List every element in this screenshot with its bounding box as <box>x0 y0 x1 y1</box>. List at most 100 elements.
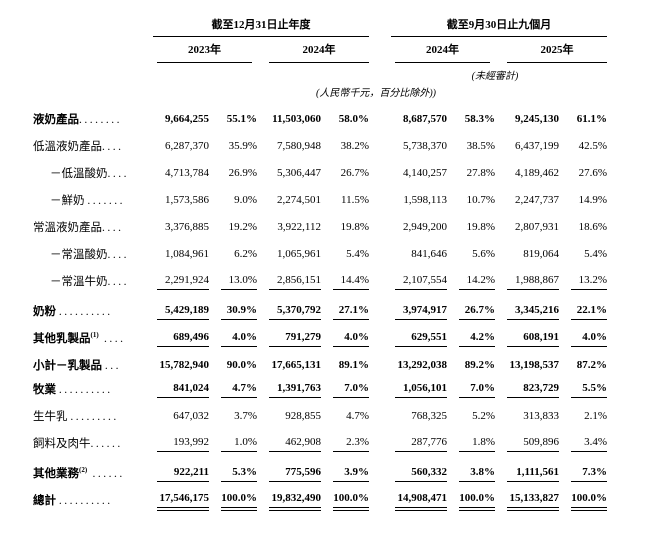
value-cell: 5.2% <box>472 409 495 422</box>
row-label: 生牛乳 ......... <box>33 404 145 431</box>
row-label: 液奶產品........ <box>33 107 145 134</box>
value-cell: 61.1% <box>576 112 607 125</box>
row-label: 奶粉 .......... <box>33 296 145 323</box>
table-row: －常溫酸奶.... 1,084,961 6.2% 1,065,961 5.4% … <box>33 242 607 269</box>
column-gap <box>369 485 383 512</box>
row-label-text: 牧業 <box>33 383 59 396</box>
value-cell: 1,988,867 <box>495 269 559 296</box>
row-dots: ... <box>104 359 121 372</box>
value-cell: 841,024 <box>145 377 209 404</box>
row-dots: ........ <box>79 113 122 126</box>
value-cell: 823,729 <box>495 377 559 404</box>
value-cell: 4.7% <box>346 409 369 422</box>
row-label: 常溫液奶產品.... <box>33 215 145 242</box>
row-label-text: 奶粉 <box>33 305 59 318</box>
value-cell: 819,064 <box>523 247 559 260</box>
value-cell: 5,738,370 <box>403 139 447 152</box>
value-cell: 193,992 <box>145 431 209 458</box>
value-cell: 841,646 <box>411 247 447 260</box>
year-header-2023: 2023年 <box>157 37 252 63</box>
value-cell: 87.2% <box>576 358 607 371</box>
value-cell: 11.5% <box>340 193 369 206</box>
header-spacer <box>33 37 145 63</box>
value-cell: 5,429,189 <box>145 296 209 323</box>
row-label-text: 低溫液奶產品 <box>33 140 102 153</box>
table-body: 液奶產品........ 9,664,255 55.1% 11,503,060 … <box>33 107 607 512</box>
row-dots: .... <box>102 221 124 234</box>
row-label-text: 飼料及肉牛 <box>33 437 91 450</box>
value-cell: 8,687,570 <box>403 112 447 125</box>
table-row: －低溫酸奶.... 4,713,784 26.9% 5,306,447 26.7… <box>33 161 607 188</box>
value-cell: 560,332 <box>383 458 447 485</box>
value-cell: 55.1% <box>226 112 257 125</box>
column-gap <box>369 269 383 296</box>
value-cell: 27.1% <box>321 296 369 323</box>
column-gap <box>369 134 383 161</box>
value-cell: 1,084,961 <box>165 247 209 260</box>
value-cell: 2,949,200 <box>403 220 447 233</box>
value-cell: 928,855 <box>285 409 321 422</box>
value-cell: 15,133,827 <box>495 485 559 512</box>
row-label: －低溫酸奶.... <box>33 161 145 188</box>
value-cell: 17,546,175 <box>145 485 209 512</box>
column-gap <box>369 296 383 323</box>
period-header-annual-cell: 截至12月31日止年度 <box>145 14 369 37</box>
value-cell: 100.0% <box>321 485 369 512</box>
row-label-text: －鮮奶 <box>50 194 88 207</box>
value-cell: 4,140,257 <box>403 166 447 179</box>
row-dots: ...... <box>87 467 125 480</box>
value-cell: 1.0% <box>209 431 257 458</box>
value-cell: 5.3% <box>209 458 257 485</box>
unaudited-label: (未經審計) <box>471 71 519 82</box>
row-label-text: 常溫液奶產品 <box>33 221 102 234</box>
value-cell: 58.0% <box>338 112 369 125</box>
value-cell: 647,032 <box>173 409 209 422</box>
value-cell: 922,211 <box>145 458 209 485</box>
row-label: －鮮奶 ....... <box>33 188 145 215</box>
value-cell: 89.1% <box>338 358 369 371</box>
value-cell: 2,247,737 <box>515 193 559 206</box>
value-cell: 3.9% <box>321 458 369 485</box>
period-header-annual: 截至12月31日止年度 <box>153 20 369 37</box>
value-cell: 90.0% <box>226 358 257 371</box>
value-cell: 15,782,940 <box>159 358 210 371</box>
table-row: 液奶產品........ 9,664,255 55.1% 11,503,060 … <box>33 107 607 134</box>
row-label-text: 其他業務 <box>33 467 79 480</box>
table-row: 總計 .......... 17,546,175 100.0% 19,832,4… <box>33 485 607 512</box>
value-cell: 1,056,101 <box>383 377 447 404</box>
value-cell: 17,665,131 <box>271 358 322 371</box>
row-label-text: 小計－乳製品 <box>33 359 105 372</box>
year-2023-cell: 2023年 <box>145 37 257 63</box>
value-cell: 19,832,490 <box>257 485 321 512</box>
footnote-marker: (2) <box>79 465 88 474</box>
table-row: 小計－乳製品 ... 15,782,940 90.0% 17,665,131 8… <box>33 350 607 377</box>
column-gap <box>369 431 383 458</box>
table-row: 低溫液奶產品.... 6,287,370 35.9% 7,580,948 38.… <box>33 134 607 161</box>
column-gap <box>369 14 383 37</box>
value-cell: 4.7% <box>209 377 257 404</box>
table-row: 奶粉 .......... 5,429,189 30.9% 5,370,792 … <box>33 296 607 323</box>
column-gap <box>369 161 383 188</box>
row-dots: .......... <box>58 305 113 318</box>
row-label-text: －常溫牛奶 <box>50 275 108 288</box>
value-cell: 4,189,462 <box>515 166 559 179</box>
column-gap <box>369 107 383 134</box>
value-cell: 768,325 <box>411 409 447 422</box>
column-gap <box>369 242 383 269</box>
value-cell: 4.0% <box>209 323 257 350</box>
row-dots: .... <box>98 332 126 345</box>
value-cell: 2.3% <box>321 431 369 458</box>
row-label: 牧業 .......... <box>33 377 145 404</box>
value-cell: 13.2% <box>559 269 607 296</box>
value-cell: 9,664,255 <box>165 112 209 125</box>
row-dots: ....... <box>87 194 125 207</box>
value-cell: 14.2% <box>447 269 495 296</box>
value-cell: 689,496 <box>145 323 209 350</box>
value-cell: 7.3% <box>559 458 607 485</box>
value-cell: 26.7% <box>340 166 369 179</box>
row-label-text: －低溫酸奶 <box>50 167 108 180</box>
financial-table-page: 截至12月31日止年度 截至9月30日止九個月 2023年 2024年 2024… <box>0 14 650 536</box>
header-spacer <box>33 82 145 107</box>
table-row: 生牛乳 ......... 647,032 3.7% 928,855 4.7% … <box>33 404 607 431</box>
year-2024-interim-cell: 2024年 <box>383 37 495 63</box>
